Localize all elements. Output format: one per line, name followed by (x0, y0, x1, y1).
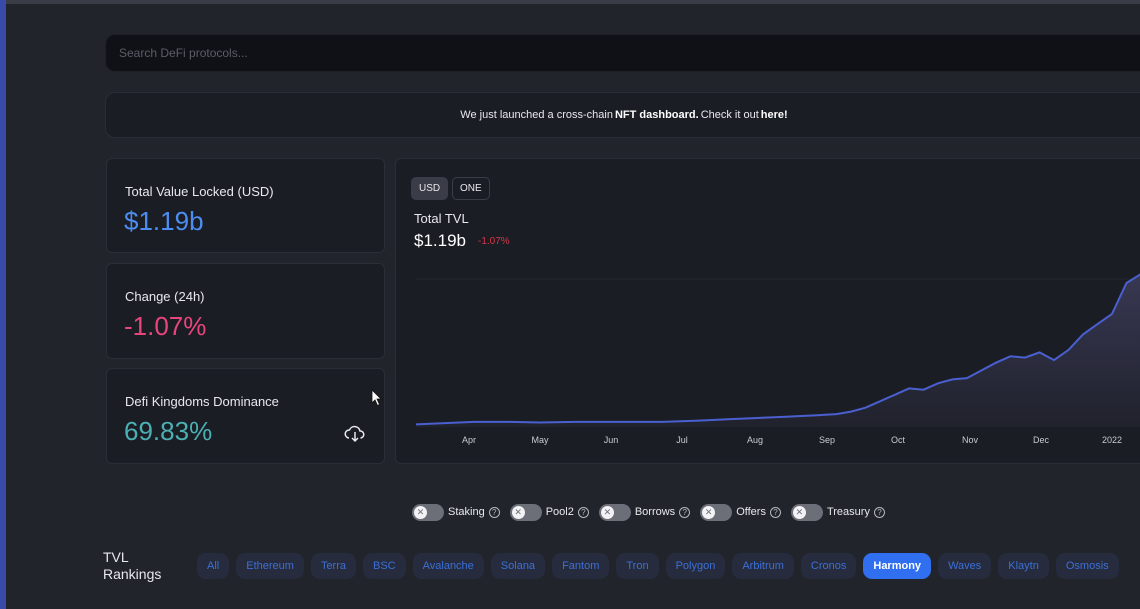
x-tick-label: Dec (1033, 435, 1050, 445)
search-input[interactable] (105, 34, 1140, 72)
tvl-card: Total Value Locked (USD) $1.19b (106, 158, 385, 253)
currency-usd-button[interactable]: USD (411, 177, 449, 200)
toggle-switch[interactable]: ✕ (790, 503, 823, 521)
help-icon[interactable]: ? (769, 506, 781, 518)
chain-chip-cronos[interactable]: Cronos (800, 553, 857, 579)
x-tick-label: Oct (891, 435, 906, 445)
mouse-cursor-icon (371, 389, 382, 407)
change-card: Change (24h) -1.07% (106, 263, 385, 359)
chain-chip-all[interactable]: All (197, 553, 230, 579)
tvl-area-fill (416, 274, 1140, 427)
dominance-label: Defi Kingdoms Dominance (125, 394, 279, 409)
toggle-switch[interactable]: ✕ (509, 503, 542, 521)
x-tick-label: Jul (676, 435, 688, 445)
chain-chip-terra[interactable]: Terra (310, 553, 356, 579)
x-tick-label: Aug (747, 435, 763, 445)
toggle-switch[interactable]: ✕ (598, 503, 631, 521)
x-tick-label: 2022 (1102, 435, 1122, 445)
toggle-pool2[interactable]: ✕ Pool2? (509, 503, 589, 521)
chain-chip-avalanche[interactable]: Avalanche (412, 553, 484, 579)
chain-chip-bsc[interactable]: BSC (363, 553, 406, 579)
dominance-value: 69.83% (124, 416, 213, 446)
banner-text-1: We just launched a cross-chain (460, 109, 613, 121)
x-icon: ✕ (702, 505, 716, 519)
help-icon[interactable]: ? (873, 506, 885, 518)
help-icon[interactable]: ? (577, 506, 589, 518)
rankings-title-line2: Rankings (103, 566, 162, 582)
chart-change: -1.07% (478, 236, 510, 247)
tvl-series-line (415, 273, 1140, 426)
chain-chip-solana[interactable]: Solana (490, 553, 546, 579)
chain-chip-harmony[interactable]: Harmony (863, 553, 932, 579)
rankings-title-line1: TVL (103, 549, 129, 565)
toggle-treasury[interactable]: ✕ Treasury? (790, 503, 885, 521)
toggle-switch[interactable]: ✕ (412, 503, 444, 521)
x-tick-label: Nov (962, 435, 979, 445)
toggle-label: Offers (736, 506, 766, 518)
chain-chip-waves[interactable]: Waves (938, 553, 992, 579)
chart-title: Total TVL (414, 211, 469, 226)
chain-chip-row: All Ethereum Terra BSC Avalanche Solana Fantom… (197, 553, 1126, 579)
sidebar-edge (0, 0, 6, 609)
x-tick-label: May (531, 435, 549, 445)
toggle-label: Staking (448, 506, 485, 518)
banner-link-nft-dashboard[interactable]: NFT dashboard. (614, 109, 699, 121)
help-icon[interactable]: ? (679, 506, 691, 518)
banner-text-2: Check it out (700, 109, 759, 121)
tvl-area-chart: Apr May Jun Jul Aug Sep Oct Nov Dec 2022 (415, 273, 1140, 445)
top-strip (0, 0, 1140, 4)
dominance-card: Defi Kingdoms Dominance 69.83% (106, 368, 385, 464)
toggle-label: Pool2 (545, 506, 574, 518)
change-label: Change (24h) (125, 289, 205, 304)
x-icon: ✕ (600, 505, 614, 519)
toggle-label: Treasury (826, 506, 870, 518)
tvl-value: $1.19b (124, 206, 204, 236)
chain-chip-tron[interactable]: Tron (616, 553, 659, 579)
announcement-banner: We just launched a cross-chain NFT dashb… (105, 92, 1140, 138)
currency-one-button[interactable]: ONE (452, 177, 490, 200)
chain-chip-fantom[interactable]: Fantom (552, 553, 610, 579)
banner-link-here[interactable]: here! (760, 109, 788, 121)
chain-chip-ethereum[interactable]: Ethereum (236, 553, 304, 579)
help-icon[interactable]: ? (488, 506, 500, 518)
chain-chip-klaytn[interactable]: Klaytn (998, 553, 1049, 579)
x-tick-label: Jun (604, 435, 619, 445)
toggle-staking[interactable]: ✕ Staking? (412, 503, 500, 521)
x-icon: ✕ (511, 505, 525, 519)
toggle-offers[interactable]: ✕ Offers? (700, 503, 781, 521)
toggle-switch[interactable]: ✕ (700, 503, 733, 521)
toggle-row: ✕ Staking? ✕ Pool2? ✕ Borrows? ✕ Offers? ✕ Treasu… (412, 502, 895, 522)
chain-chip-arbitrum[interactable]: Arbitrum (732, 553, 794, 579)
toggle-label: Borrows (634, 506, 676, 518)
rankings-title: TVL Rankings (103, 549, 161, 583)
x-icon: ✕ (792, 505, 806, 519)
tvl-label: Total Value Locked (USD) (125, 184, 274, 199)
chart-value: $1.19b (414, 231, 466, 250)
x-tick-label: Apr (462, 435, 476, 445)
toggle-borrows[interactable]: ✕ Borrows? (598, 503, 691, 521)
x-tick-label: Sep (819, 435, 835, 445)
tvl-chart-panel: USD ONE Total TVL $1.19b -1.07% Apr May Ju… (395, 158, 1140, 464)
chain-chip-osmosis[interactable]: Osmosis (1055, 553, 1119, 579)
change-value: -1.07% (124, 311, 207, 341)
chain-chip-polygon[interactable]: Polygon (665, 553, 726, 579)
x-icon: ✕ (414, 505, 427, 519)
download-icon[interactable] (344, 425, 366, 443)
